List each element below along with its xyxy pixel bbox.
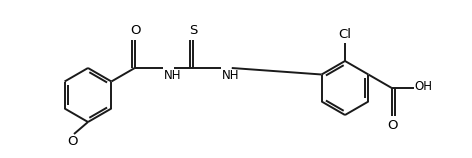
- Text: OH: OH: [415, 80, 433, 94]
- Text: O: O: [388, 119, 398, 132]
- Text: O: O: [131, 24, 141, 37]
- Text: NH: NH: [164, 69, 181, 82]
- Text: Cl: Cl: [338, 28, 352, 41]
- Text: S: S: [190, 24, 198, 37]
- Text: NH: NH: [222, 69, 239, 82]
- Text: O: O: [68, 135, 78, 148]
